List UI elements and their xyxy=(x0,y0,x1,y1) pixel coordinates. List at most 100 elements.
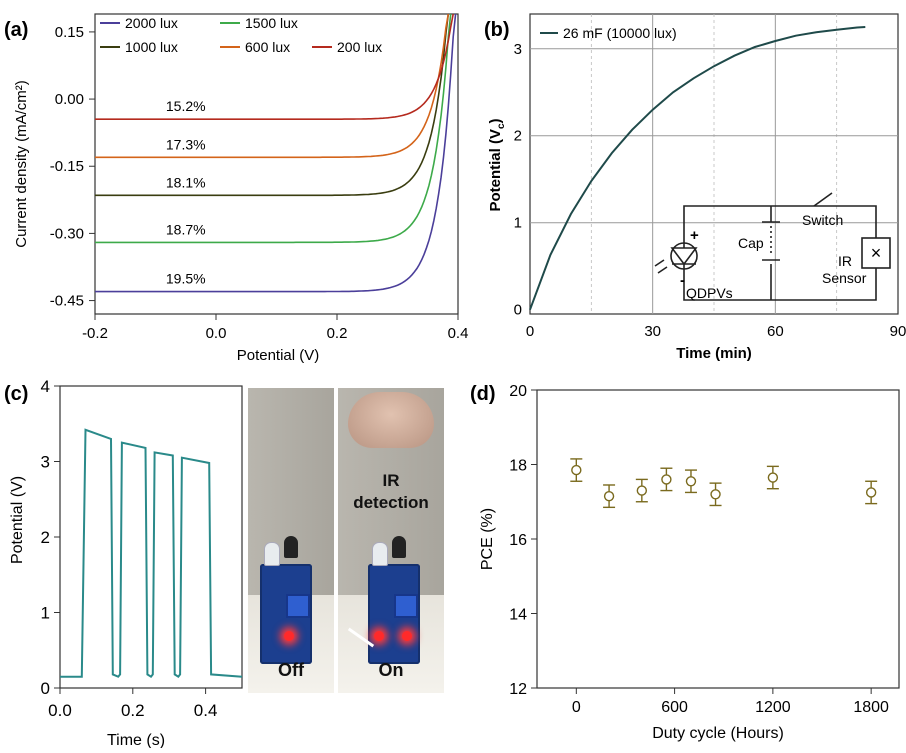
finger xyxy=(348,392,434,448)
photo-sensor-on: IR detection On xyxy=(338,388,444,693)
panel-a-ytick-label: 0.15 xyxy=(55,24,84,41)
panel-d-ytick-label: 20 xyxy=(509,383,527,400)
panel-d-ytick-label: 18 xyxy=(509,458,527,475)
panel-b-xtick-label: 60 xyxy=(767,323,784,340)
panel-a-chart: 19.5% 18.7% 18.1% 17.3% 15.2% 2000 lux 1500 l… xyxy=(13,13,469,364)
panel-d-point xyxy=(865,487,877,498)
panel-d-point xyxy=(661,474,672,485)
ir-receiver xyxy=(392,536,406,558)
panel-a-legend-label: 1000 lux xyxy=(125,39,178,55)
panel-a-xtick-label: 0.2 xyxy=(327,325,348,342)
panel-a-legend-label: 600 lux xyxy=(245,39,290,55)
panel-c-ytick-label: 3 xyxy=(41,453,50,472)
panel-a-series-line xyxy=(95,13,450,159)
panel-a-pce-label: 17.3% xyxy=(166,136,206,152)
panel-b-ytick-label: 1 xyxy=(514,215,522,232)
circuit-plus: + xyxy=(690,227,699,244)
ir-sensor-box xyxy=(861,237,891,269)
circuit-minus: - xyxy=(680,272,685,289)
indicator-led-on-2 xyxy=(402,631,412,641)
light-arrow-2 xyxy=(657,266,668,274)
panel-d-chart: 0 600 1200 1800 12 14 16 18 20 Duty cycle (Hour… xyxy=(479,383,900,742)
panel-label-d: (d) xyxy=(470,383,496,405)
panel-c-xtick-label: 0.2 xyxy=(121,701,145,720)
potentiometer xyxy=(286,594,310,618)
light-arrow-1 xyxy=(654,259,665,267)
panel-a-ytick-label: -0.15 xyxy=(50,158,84,175)
panel-a-xtick-label: 0.4 xyxy=(448,325,469,342)
panel-d-ytick-label: 12 xyxy=(509,681,527,698)
panel-a-xlabel: Potential (V) xyxy=(237,347,320,364)
panel-d-ytick-label: 16 xyxy=(509,532,527,549)
panel-c-xlabel: Time (s) xyxy=(107,732,165,748)
panel-a-legend-label: 200 lux xyxy=(337,39,382,55)
circuit-cap-label: Cap xyxy=(738,235,764,251)
panel-d-xtick-label: 1800 xyxy=(853,699,889,716)
panel-a-ytick-label: -0.30 xyxy=(50,225,84,242)
panel-a-ylabel: Current density (mA/cm²) xyxy=(13,80,30,248)
panel-a-ytick-label: 0.00 xyxy=(55,91,84,108)
diode-circle xyxy=(670,242,698,270)
potentiometer xyxy=(394,594,418,618)
panel-d-plot-frame xyxy=(536,389,900,689)
panel-d-point xyxy=(767,472,779,483)
panel-b-xlabel: Time (min) xyxy=(676,345,752,362)
photo-on-label: On xyxy=(378,660,404,680)
panel-a-legend-label: 2000 lux xyxy=(125,15,178,31)
panel-d-point xyxy=(603,490,615,502)
panel-d-ytick-label: 14 xyxy=(509,607,527,624)
panel-d-xtick-label: 600 xyxy=(661,699,688,716)
switch-lever xyxy=(813,192,833,207)
ir-receiver xyxy=(284,536,298,558)
photo-off-label: Off xyxy=(278,660,304,680)
panel-b-legend-label: 26 mF (10000 lux) xyxy=(563,25,677,41)
panel-a-pce-label: 19.5% xyxy=(166,271,206,287)
circuit-inset xyxy=(654,192,891,301)
panel-b-series-line xyxy=(529,26,866,311)
panel-d-point xyxy=(636,485,648,496)
panel-c-xtick-label: 0.4 xyxy=(194,701,218,720)
panel-label-a: (a) xyxy=(4,19,28,41)
photo-ir-detection-label: IR detection xyxy=(338,470,444,514)
panel-c-ytick-label: 0 xyxy=(41,679,50,698)
panel-a-xtick-label: 0.0 xyxy=(206,325,227,342)
panel-a-pce-label: 18.7% xyxy=(166,221,206,237)
indicator-led-on-1 xyxy=(374,631,384,641)
diode-icon xyxy=(670,247,698,266)
panel-b-ytick-label: 3 xyxy=(514,41,522,58)
circuit-qdpv-label: QDPVs xyxy=(686,285,733,301)
photo-sensor-off: Off xyxy=(248,388,334,693)
panel-a-pce-label: 15.2% xyxy=(166,98,206,114)
ir-emitter xyxy=(264,542,280,566)
indicator-led xyxy=(284,631,294,641)
panel-b-ylabel: Potential (Vc) xyxy=(487,118,507,211)
panel-b-xtick-label: 90 xyxy=(890,323,906,340)
panel-a-plot-frame xyxy=(94,13,459,315)
circuit-sensor-label: Sensor xyxy=(822,270,867,286)
panel-c-ylabel: Potential (V) xyxy=(9,476,26,564)
circuit-wire-top xyxy=(683,205,877,268)
circuit-ir-label: IR xyxy=(838,253,852,269)
panel-a-series-line xyxy=(95,13,454,120)
panel-d-xlabel: Duty cycle (Hours) xyxy=(652,725,784,742)
panel-a-series-line xyxy=(95,13,452,244)
circuit-wire-bottom xyxy=(683,268,877,301)
panel-d-ylabel: PCE (%) xyxy=(479,508,496,570)
panel-d-point xyxy=(710,489,721,500)
panel-c-ytick-label: 1 xyxy=(41,604,50,623)
panel-c-series-line xyxy=(60,428,243,679)
panel-c-xtick-label: 0.0 xyxy=(48,701,72,720)
panel-a-ytick-label: -0.45 xyxy=(50,293,84,310)
panel-b-ytick-label: 2 xyxy=(514,128,522,145)
circuit-sensor-cross: × xyxy=(871,243,882,263)
ir-emitter xyxy=(372,542,388,566)
ir-line-2: detection xyxy=(353,493,429,512)
panel-b-xtick-label: 30 xyxy=(644,323,661,340)
panel-b-xtick-label: 0 xyxy=(526,323,534,340)
panel-d-point xyxy=(685,476,697,487)
panel-c-ytick-label: 4 xyxy=(41,377,50,396)
panel-a-series-line xyxy=(95,13,457,293)
panel-label-b: (b) xyxy=(484,19,510,41)
panel-c-ytick-label: 2 xyxy=(41,528,50,547)
